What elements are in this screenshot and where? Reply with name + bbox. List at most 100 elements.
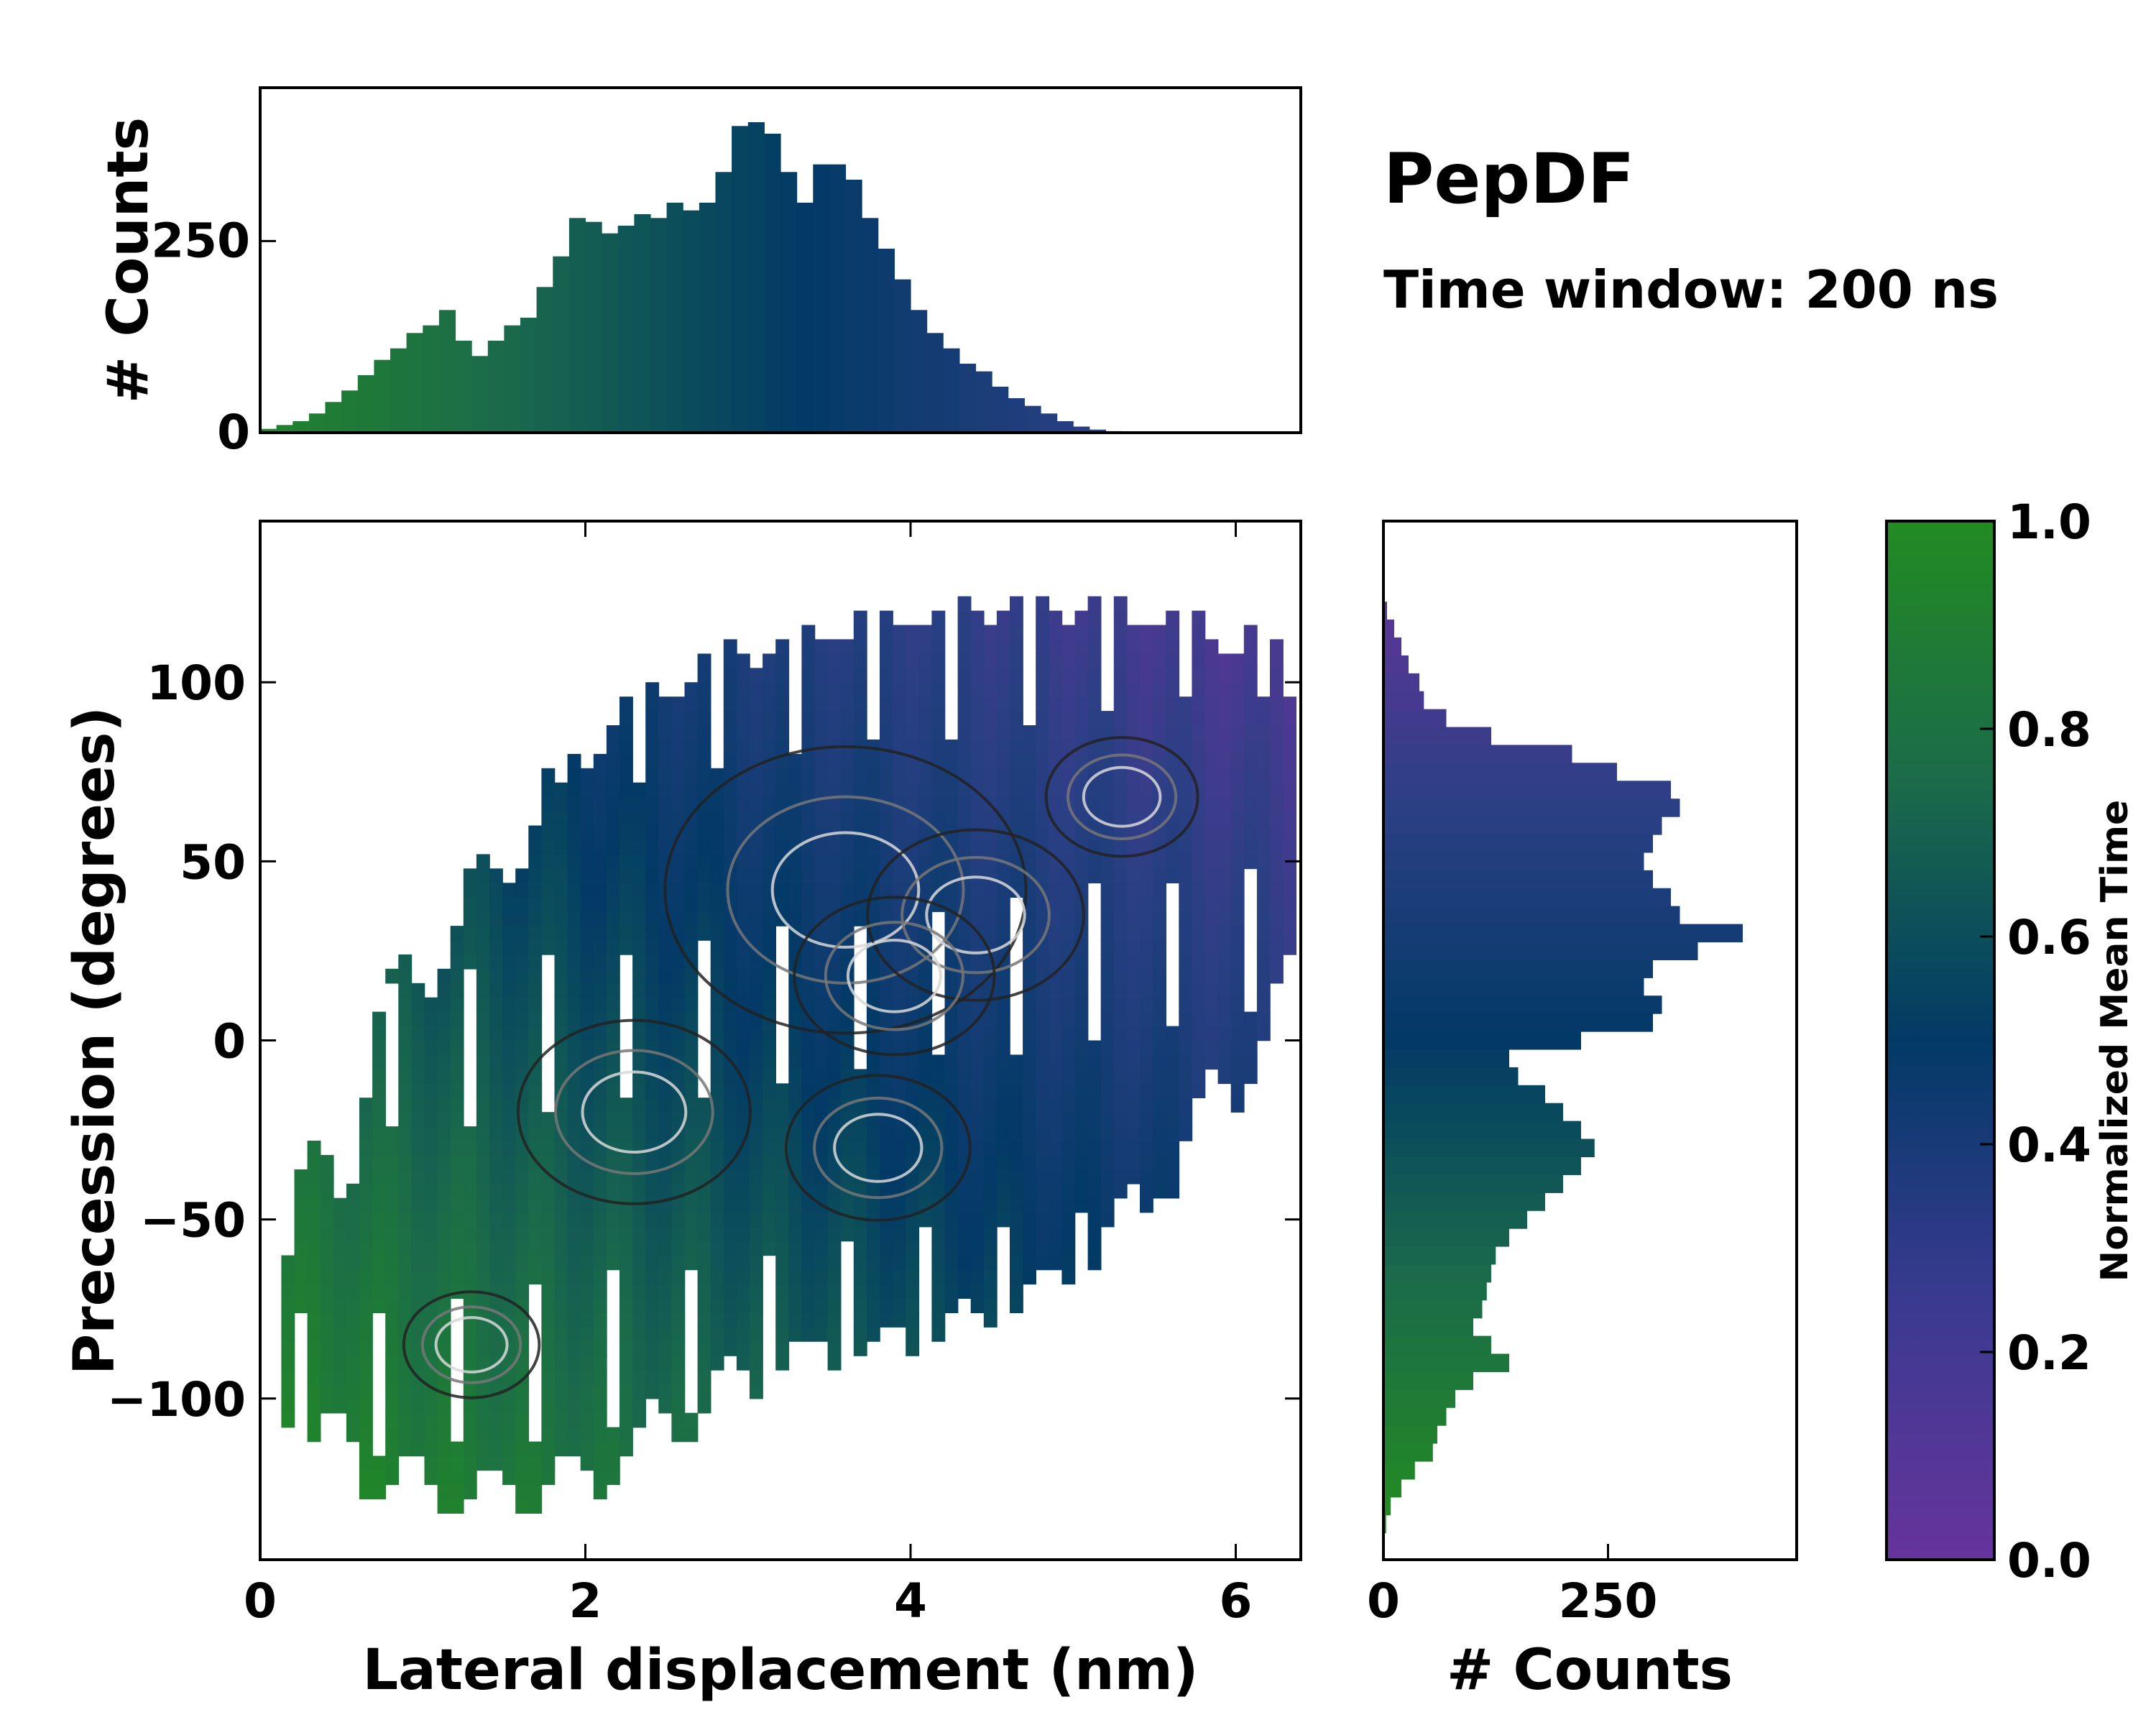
heatmap-cell: [671, 968, 686, 984]
heatmap-cell: [307, 1226, 321, 1242]
heatmap-cell: [918, 639, 933, 655]
heatmap-cell: [606, 926, 620, 941]
heatmap-cell: [1217, 811, 1232, 827]
heatmap-cell: [515, 954, 530, 970]
heatmap-cell: [814, 1226, 829, 1242]
heatmap-cell: [1010, 811, 1023, 827]
heatmap-cell: [281, 1356, 295, 1371]
heatmap-cell: [684, 1212, 699, 1228]
heatmap-cell: [1126, 639, 1141, 655]
heatmap-cell: [346, 1197, 360, 1213]
heatmap-cell: [1283, 911, 1296, 926]
heatmap-cell: [788, 1226, 803, 1242]
heatmap-cell: [593, 1369, 607, 1385]
heatmap-cell: [463, 926, 477, 941]
heatmap-cell: [645, 840, 660, 855]
heatmap-cell: [970, 1298, 985, 1313]
heatmap-cell: [970, 1126, 985, 1141]
heatmap-cell: [1036, 1054, 1050, 1070]
heatmap-cell: [918, 968, 933, 984]
heatmap-cell: [1243, 796, 1258, 812]
heatmap-cell: [684, 768, 699, 783]
heatmap-cell: [632, 1112, 646, 1127]
heatmap-cell: [880, 639, 893, 655]
top-histogram-bar: [780, 172, 798, 433]
heatmap-cell: [970, 1226, 985, 1242]
heatmap-cell: [580, 911, 594, 926]
heatmap-cell: [840, 997, 854, 1013]
heatmap-cell: [580, 1427, 594, 1443]
heatmap-cell: [1061, 1098, 1076, 1113]
heatmap-cell: [1049, 1083, 1063, 1098]
heatmap-cell: [983, 1169, 998, 1184]
heatmap-cell: [632, 926, 646, 941]
heatmap-cell: [893, 1141, 906, 1156]
heatmap-cell: [736, 753, 750, 769]
heatmap-cell: [866, 1269, 880, 1285]
heatmap-cell: [866, 840, 880, 855]
heatmap-cell: [1243, 696, 1258, 712]
heatmap-cell: [580, 1327, 594, 1342]
heatmap-cell: [476, 1341, 490, 1356]
heatmap-cell: [645, 1384, 660, 1399]
heatmap-cell: [476, 1327, 490, 1342]
heatmap-cell: [1061, 954, 1076, 970]
heatmap-cell: [736, 668, 750, 683]
heatmap-cell: [736, 940, 750, 955]
heatmap-cell: [1166, 1169, 1180, 1184]
heatmap-cell: [880, 1255, 893, 1271]
heatmap-cell: [1179, 940, 1193, 955]
heatmap-cell: [1166, 1154, 1180, 1170]
heatmap-cell: [827, 1054, 842, 1070]
heatmap-cell: [658, 997, 673, 1013]
heatmap-cell: [437, 1298, 451, 1313]
heatmap-cell: [541, 796, 556, 812]
heatmap-cell: [424, 1312, 438, 1328]
colorbar-gradient: [1886, 521, 1994, 1560]
heatmap-cell: [788, 768, 803, 783]
heatmap-cell: [1217, 1054, 1232, 1070]
heatmap-cell: [450, 1011, 464, 1027]
heatmap-cell: [1074, 653, 1089, 669]
heatmap-cell: [996, 1054, 1010, 1070]
heatmap-cell: [502, 1083, 516, 1098]
heatmap-cell: [1074, 1040, 1089, 1056]
heatmap-cell: [710, 840, 724, 855]
heatmap-cell: [996, 1040, 1010, 1056]
heatmap-cell: [1087, 1241, 1102, 1256]
heatmap-cell: [1140, 625, 1153, 640]
heatmap-cell: [372, 1054, 386, 1070]
heatmap-cell: [359, 1212, 373, 1228]
heatmap-cell: [1230, 811, 1245, 827]
heatmap-cell: [827, 753, 842, 769]
heatmap-cell: [632, 1412, 646, 1428]
heatmap-cell: [750, 1384, 763, 1399]
heatmap-cell: [294, 1197, 308, 1213]
heatmap-cell: [502, 1269, 516, 1285]
heatmap-cell: [645, 1026, 660, 1041]
heatmap-cell: [346, 1398, 360, 1414]
heatmap-cell: [684, 711, 699, 726]
heatmap-cell: [814, 1054, 829, 1070]
heatmap-cell: [970, 711, 985, 726]
heatmap-cell: [763, 796, 776, 812]
heatmap-cell: [1192, 825, 1206, 841]
heatmap-cell: [996, 1069, 1010, 1085]
heatmap-cell: [1217, 926, 1232, 941]
heatmap-cell: [970, 625, 985, 640]
heatmap-cell: [1087, 868, 1102, 883]
heatmap-cell: [723, 1083, 737, 1098]
heatmap-cell: [736, 1341, 750, 1356]
heatmap-cell: [606, 1427, 620, 1443]
heatmap-cell: [1023, 796, 1036, 812]
heatmap-cell: [372, 1455, 386, 1471]
heatmap-cell: [983, 811, 998, 827]
heatmap-cell: [372, 1226, 386, 1242]
heatmap-cell: [801, 997, 816, 1013]
heatmap-cell: [1100, 1054, 1115, 1070]
heatmap-cell: [1126, 711, 1141, 726]
heatmap-cell: [996, 1212, 1010, 1228]
heatmap-cell: [450, 983, 464, 998]
heatmap-cell: [750, 739, 763, 755]
heatmap-cell: [359, 1226, 373, 1242]
